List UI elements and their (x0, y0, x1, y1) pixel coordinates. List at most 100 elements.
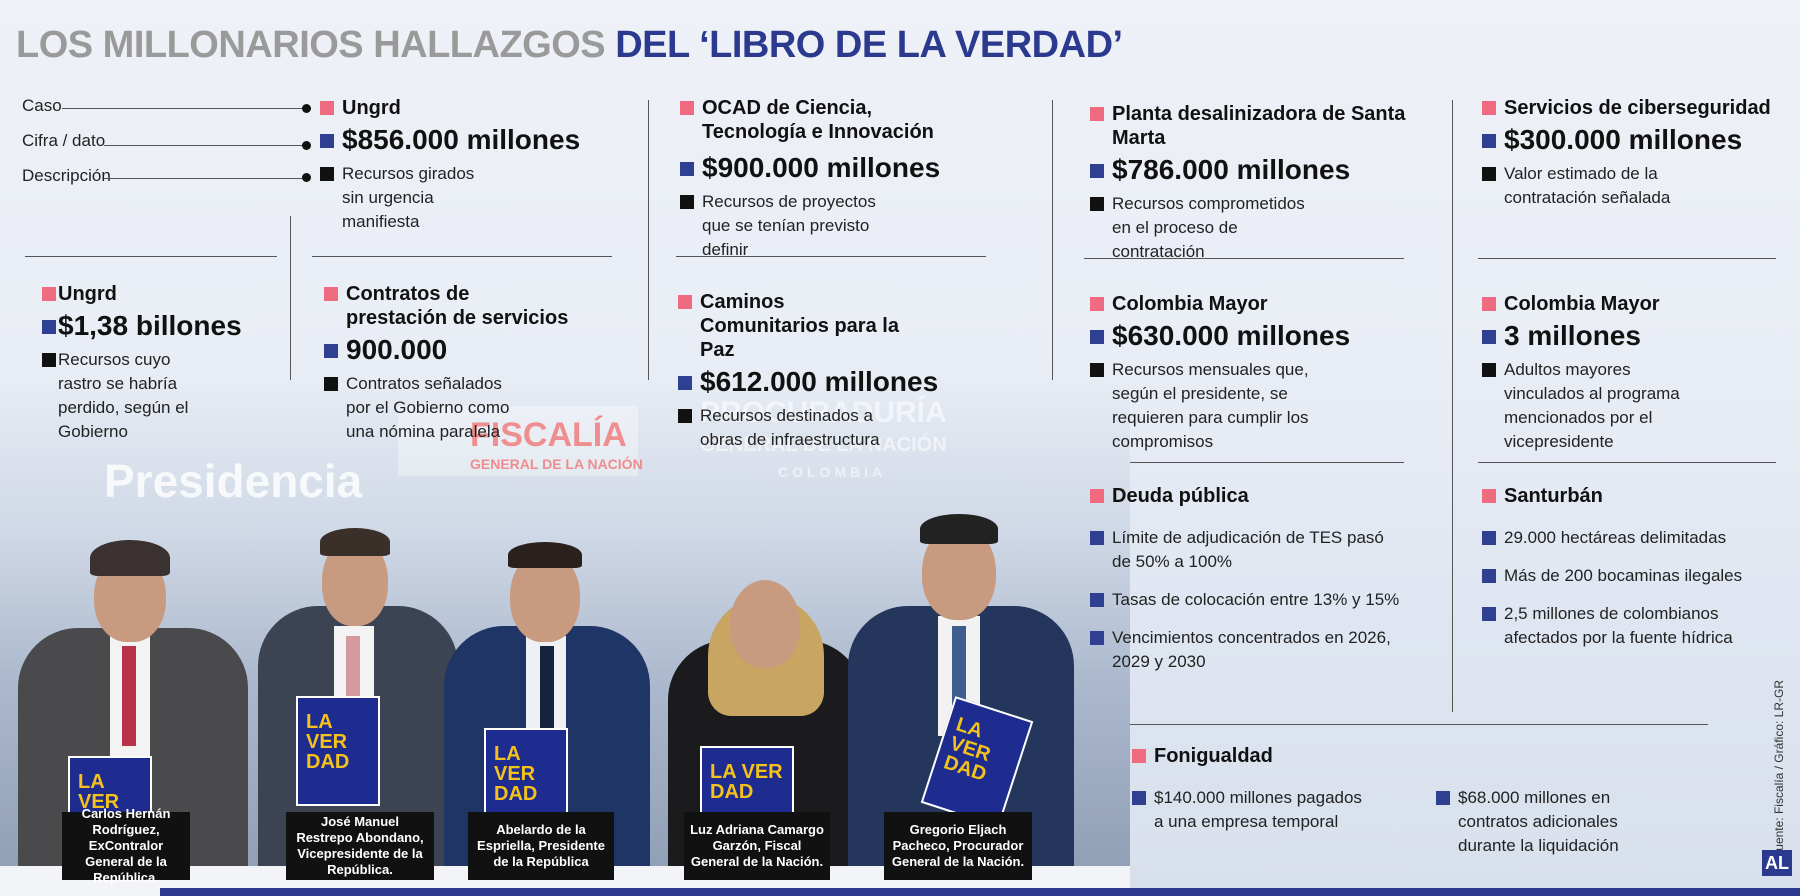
bullet-icon (1132, 791, 1146, 805)
case-figure: $630.000 millones (1112, 320, 1351, 351)
case-figure: $900.000 millones (702, 152, 941, 183)
item-ungrd-1: Ungrd $856.000 millones Recursos girados… (320, 96, 620, 234)
desc-marker-icon (1090, 363, 1104, 377)
item-santurban: Santurbán 29.000 hectáreas delimitadas M… (1482, 484, 1772, 650)
case-marker-icon (1090, 489, 1104, 503)
bullet-icon (1482, 607, 1496, 621)
source-note: Fuente: Fiscalía / Gráfico: LR-GR (1772, 680, 1786, 859)
bullet-text: Tasas de colocación entre 13% y 15% (1112, 590, 1400, 609)
legend-caso: Caso (22, 96, 62, 115)
divider (1452, 100, 1453, 712)
bullet-text: 2,5 millones de colombianos afectados po… (1504, 604, 1733, 647)
figure-marker-icon (1482, 134, 1496, 148)
legend-descripcion: Descripción (22, 166, 111, 185)
bullet-text: 29.000 hectáreas delimitadas (1504, 528, 1727, 547)
case-description: Recursos comprometidos en el proceso de … (1112, 194, 1305, 261)
item-ciberseguridad: Servicios de ciberseguridad $300.000 mil… (1482, 96, 1772, 210)
case-figure: $786.000 millones (1112, 154, 1351, 185)
case-name: OCAD de Ciencia, Tecnología e Innovación (702, 97, 934, 143)
backdrop-presidencia: Presidencia (104, 455, 363, 507)
divider (676, 256, 986, 257)
bullet-icon (1482, 569, 1496, 583)
case-name: Deuda pública (1112, 485, 1249, 507)
case-name: Fonigualdad (1154, 745, 1273, 767)
title-part2: DEL ‘LIBRO DE LA VERDAD’ (615, 24, 1123, 66)
item-ocad: OCAD de Ciencia, Tecnología e Innovación… (680, 96, 980, 262)
case-name: Servicios de ciberseguridad (1504, 97, 1771, 119)
footer-bar (160, 888, 1800, 896)
case-marker-icon (42, 287, 56, 301)
legend-line-descripcion (104, 178, 308, 179)
case-description: Recursos girados sin urgencia manifiesta (342, 164, 475, 231)
case-description: Recursos cuyo rastro se habría perdido, … (58, 350, 189, 441)
case-figure: $856.000 millones (342, 124, 581, 155)
case-figure: $612.000 millones (700, 366, 939, 397)
caption-contralor: Carlos Hernán Rodríguez, ExContralor Gen… (62, 806, 190, 885)
case-marker-icon (320, 101, 334, 115)
case-marker-icon (324, 287, 338, 301)
case-name: Ungrd (58, 283, 117, 305)
fonigualdad-bullet-1: $140.000 millones pagados a una empresa … (1132, 786, 1382, 834)
caption-vicepresidente: José Manuel Restrepo Abondano, Vicepresi… (286, 812, 434, 880)
desc-marker-icon (680, 195, 694, 209)
figure-marker-icon (42, 320, 56, 334)
book-cover: LA VER DAD (296, 696, 380, 806)
backdrop-fiscalia-logo (398, 406, 638, 476)
desc-marker-icon (42, 353, 56, 367)
item-ungrd-2: Ungrd $1,38 billones Recursos cuyo rastr… (42, 282, 282, 444)
backdrop-procuraduria: PROCURADURÍA (700, 396, 947, 429)
legend-line-cifra (104, 145, 308, 146)
legend-line-caso (62, 108, 308, 109)
figure-marker-icon (1482, 330, 1496, 344)
case-marker-icon (1482, 297, 1496, 311)
case-description: Valor estimado de la contratación señala… (1504, 164, 1671, 207)
legend-dot (302, 173, 311, 182)
item-contratos: Contratos de prestación de servicios 900… (324, 282, 614, 444)
case-marker-icon (1482, 489, 1496, 503)
desc-marker-icon (324, 377, 338, 391)
brand-logo: AL (1762, 850, 1792, 876)
case-description: Contratos señalados por el Gobierno como… (346, 374, 510, 441)
divider (648, 100, 649, 495)
case-figure: 900.000 (346, 334, 448, 365)
desc-marker-icon (678, 409, 692, 423)
item-colombia-mayor-1: Colombia Mayor $630.000 millones Recurso… (1090, 292, 1430, 454)
legend-cifra: Cifra / dato (22, 131, 106, 150)
case-marker-icon (1090, 297, 1104, 311)
backdrop-fiscalia-sub: GENERAL DE LA NACIÓN (470, 456, 643, 472)
desc-marker-icon (320, 167, 334, 181)
case-name: Ungrd (342, 97, 401, 119)
case-marker-icon (678, 295, 692, 309)
case-name: Colombia Mayor (1504, 293, 1660, 315)
bullet-icon (1090, 631, 1104, 645)
divider (1084, 258, 1404, 259)
case-marker-icon (680, 101, 694, 115)
backdrop-procuraduria-sub: GENERAL DE LA NACIÓN (700, 434, 947, 456)
item-deuda-publica: Deuda pública Límite de adjudicación de … (1090, 484, 1420, 674)
legend-dot (302, 104, 311, 113)
fonigualdad-bullet-2: $68.000 millones en contratos adicionale… (1436, 786, 1696, 858)
case-name: Planta desalinizadora de Santa Marta (1112, 103, 1406, 149)
desc-marker-icon (1090, 197, 1104, 211)
bullet-icon (1436, 791, 1450, 805)
bullet-icon (1482, 531, 1496, 545)
figure-marker-icon (320, 134, 334, 148)
divider (1076, 724, 1708, 725)
bullet-text: Más de 200 bocaminas ilegales (1504, 566, 1743, 585)
case-description: Recursos de proyectos que se tenían prev… (702, 192, 876, 259)
case-name: Contratos de prestación de servicios (346, 283, 569, 329)
item-caminos: Caminos Comunitarios para la Paz $612.00… (678, 290, 978, 452)
caption-fiscal: Luz Adriana Camargo Garzón, Fiscal Gener… (684, 812, 830, 880)
desc-marker-icon (1482, 363, 1496, 377)
case-name: Santurbán (1504, 485, 1603, 507)
backdrop-colombia: COLOMBIA (778, 464, 887, 480)
figure-marker-icon (1090, 164, 1104, 178)
bullet-text: Vencimientos concentrados en 2026, 2029 … (1112, 628, 1391, 671)
case-description: Recursos mensuales que, según el preside… (1112, 360, 1309, 451)
case-marker-icon (1132, 749, 1146, 763)
title-part1: LOS MILLONARIOS HALLAZGOS (16, 24, 606, 66)
divider (1052, 100, 1053, 500)
case-figure: $1,38 billones (58, 310, 242, 341)
case-marker-icon (1482, 101, 1496, 115)
desc-marker-icon (1482, 167, 1496, 181)
